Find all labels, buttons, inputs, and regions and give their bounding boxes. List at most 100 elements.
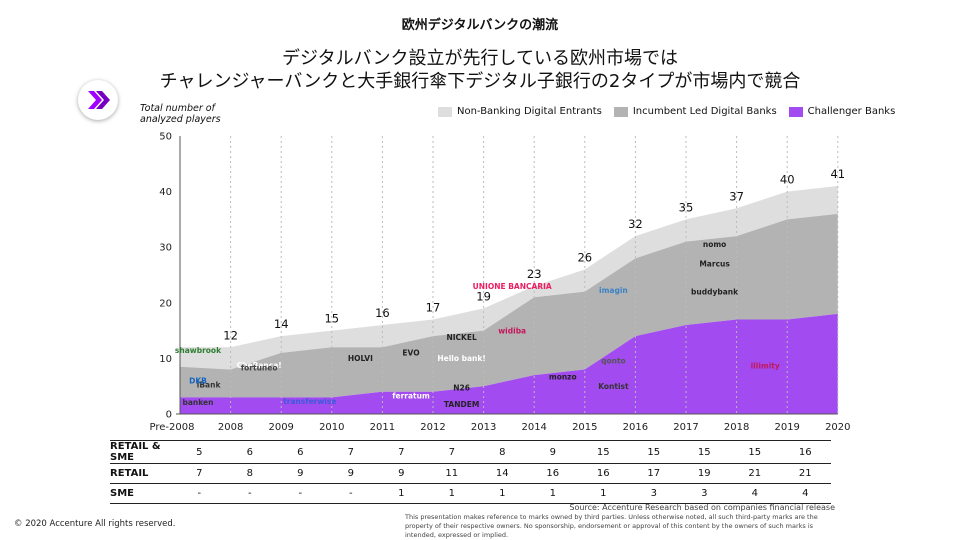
legend-swatch [438,106,452,117]
brand-mark-label: transferwise [283,397,336,406]
table-cell: 8 [477,440,528,464]
brand-mark-label: buddybank [691,287,739,296]
brand-mark-label: fortuneo [241,364,278,373]
table-cell: 16 [780,440,831,464]
brand-mark-label: NICKEL [446,333,477,342]
table-row-label: SME [110,483,174,504]
table-cell: 16 [578,463,629,484]
table-cell: 7 [376,440,427,464]
table-row: RETAIL & SME 5 6 6 7 7 7 8 9 15 15 15 15 16 [110,440,831,464]
copyright-note: © 2020 Accenture All rights reserved. [14,519,176,529]
table-row: RETAIL 7 8 9 9 9 11 14 16 16 17 19 21 21 [110,463,831,484]
brand-mark-label: UNIONE BANCARIA [473,282,552,291]
total-data-label: 32 [628,217,643,231]
table-cell: 3 [679,483,730,504]
brand-mark-label: nomo [703,240,726,249]
brand-mark-label: banken [183,398,214,407]
legend-swatch [613,106,628,117]
total-data-label: 12 [223,328,238,342]
x-tick-label: 2011 [370,422,395,433]
y-axis-label: Total number of analyzed players [140,103,221,125]
disclaimer-note: This presentation makes reference to mar… [405,513,818,539]
total-data-label: 15 [324,312,339,326]
y-tick-label: 0 [166,410,172,421]
page-title-line-1: デジタルバンク設立が先行している欧州市場では [282,48,678,69]
x-tick-label: 2014 [521,422,546,433]
table-cell: 9 [275,463,326,484]
table-cell: 17 [628,463,679,484]
total-data-label: 35 [679,200,694,214]
legend-item: Incumbent Led Digital Banks [613,106,777,117]
brand-mark-label: DKB [189,376,207,385]
total-data-label: 40 [780,173,795,187]
brand-mark-label: qonto [601,356,626,365]
table-cell: 14 [477,463,528,484]
y-tick-label: 40 [159,187,172,198]
x-tick-label: 2008 [218,422,243,433]
table-cell: 15 [578,440,629,464]
brand-mark-label: Marcus [699,260,730,269]
x-tick-label: 2017 [673,422,698,433]
area-non-banking-digital-entrants [180,186,838,370]
table-row-label: RETAIL & SME [110,440,174,464]
table-cell: 16 [527,463,578,484]
table-cell: 6 [275,440,326,464]
total-data-label: 26 [577,250,592,264]
table-cell: 9 [376,463,427,484]
total-data-label: 17 [426,300,441,314]
table-cell: 4 [780,483,831,504]
table-cell: 6 [224,440,275,464]
legend-label: Non-Banking Digital Entrants [457,106,602,117]
legend-item: Challenger Banks [788,106,896,117]
table-cell: 1 [527,483,578,504]
y-tick-label: 50 [159,132,172,143]
area-challenger-banks [180,313,838,414]
table-cell: 8 [224,463,275,484]
brand-mark-label: monzo [549,373,577,382]
table-cell: 5 [174,440,225,464]
accenture-logo-icon [78,80,118,120]
table-cell: 9 [527,440,578,464]
total-data-label: 19 [476,289,491,303]
source-note: Source: Accenture Research based on comp… [569,503,835,512]
brand-mark-label: ferratum [392,391,430,400]
table-cell: 21 [729,463,780,484]
brand-mark-label: Kontist [598,382,629,391]
table-cell: 11 [426,463,477,484]
player-count-table: RETAIL & SME 5 6 6 7 7 7 8 9 15 15 15 15 16 RETAIL 7 8 9 9… [110,440,831,504]
table-cell: - [325,483,376,504]
legend-label: Challenger Banks [807,106,896,117]
brand-mark-label: widiba [498,326,526,335]
brand-mark-label: Hello bank! [437,354,485,363]
x-tick-label: 2020 [825,422,850,433]
brand-mark-label: shawbrook [175,346,222,355]
table-row-label: RETAIL [110,463,174,484]
brand-mark-label: illimity [751,361,780,370]
chart-legend: Non-Banking Digital Entrants Incumbent Le… [438,106,895,117]
x-tick-label: 2015 [572,422,597,433]
table-cell: 15 [729,440,780,464]
x-tick-label: 2012 [420,422,445,433]
table-cell: 15 [628,440,679,464]
table-cell: - [174,483,225,504]
table-cell: 19 [679,463,730,484]
x-tick-label: 2019 [774,422,799,433]
x-tick-label: 2010 [319,422,344,433]
total-data-label: 23 [527,267,542,281]
table-cell: 4 [729,483,780,504]
y-tick-label: 30 [159,243,172,254]
brand-mark-label: HOLVI [348,354,373,363]
table-cell: 15 [679,440,730,464]
table-cell: 1 [376,483,427,504]
x-tick-label: 2013 [471,422,496,433]
table-cell: 21 [780,463,831,484]
table-cell: 7 [174,463,225,484]
brand-mark-label: imagin [599,286,628,295]
x-tick-label: Pre-2008 [150,422,195,433]
table-cell: 3 [628,483,679,504]
brand-mark-label: N26 [453,384,470,393]
y-tick-label: 20 [159,298,172,309]
legend-label: Incumbent Led Digital Banks [632,106,777,117]
total-data-label: 16 [375,306,390,320]
